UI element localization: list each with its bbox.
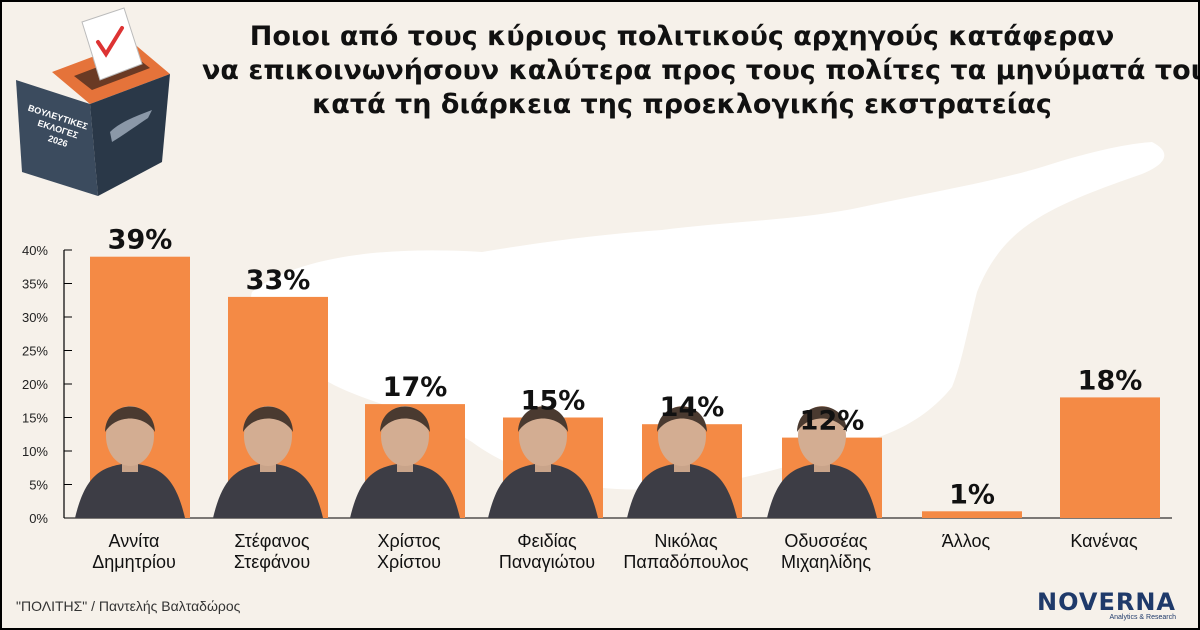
bar (922, 511, 1022, 518)
category-label: Στεφάνου (234, 552, 310, 572)
brand-name: NOVERNA (1037, 588, 1176, 616)
y-tick-label: 30% (22, 310, 48, 325)
y-tick-label: 25% (22, 344, 48, 359)
y-tick-label: 0% (29, 511, 48, 526)
value-label: 15% (521, 386, 586, 417)
category-label: Δημητρίου (92, 552, 176, 572)
value-label: 17% (383, 372, 448, 403)
person-hair (657, 406, 707, 432)
cyprus-map-silhouette (251, 142, 1165, 490)
value-label: 18% (1078, 365, 1143, 396)
category-label: Άλλος (942, 531, 991, 551)
person-face (798, 406, 846, 466)
chart-title: Ποιοι από τους κύριους πολιτικούς αρχηγο… (202, 20, 1200, 122)
y-tick-label: 15% (22, 411, 48, 426)
value-label: 14% (660, 392, 725, 423)
y-tick-label: 20% (22, 377, 48, 392)
person-shoulders (75, 463, 185, 518)
category-label: Κανένας (1070, 531, 1138, 551)
photos-group (75, 406, 877, 518)
category-label: Παπαδόπουλος (623, 552, 749, 572)
person-photo-icon (627, 406, 737, 518)
ballot-box-icon: ΒΟΥΛΕΥΤΙΚΕΣ ΕΚΛΟΓΕΣ 2026 (16, 7, 170, 196)
person-face (658, 406, 706, 466)
person-hair (243, 406, 293, 432)
person-shoulders (350, 463, 460, 518)
bar (1060, 397, 1160, 518)
category-label: Χρίστος (378, 531, 441, 551)
person-photo-icon (213, 406, 323, 518)
person-face (381, 406, 429, 466)
value-label: 39% (108, 225, 173, 256)
person-photo-icon (75, 406, 185, 518)
y-tick-label: 5% (29, 478, 48, 493)
person-hair (797, 406, 847, 432)
person-shoulders (627, 463, 737, 518)
category-label: Χρίστου (377, 552, 441, 572)
category-label: Φειδίας (517, 531, 577, 551)
category-label: Μιχαηλίδης (781, 552, 871, 572)
brand-logo: NOVERNA Analytics & Research (1037, 590, 1176, 621)
source-credit: "ΠΟΛΙΤΗΣ" / Παντελής Βαλταδώρος (16, 598, 241, 614)
y-axis: 0% 5% 10% 15% 20% 25% 30% 35% 40% (22, 243, 1172, 526)
y-tick-label: 40% (22, 243, 48, 258)
y-tick-label: 10% (22, 444, 48, 459)
value-labels-group: 39% 33% 17% 15% 14% 12% 1% 18% (108, 225, 1143, 511)
category-label: Αννίτα (109, 531, 160, 551)
brand-tagline: Analytics & Research (1109, 614, 1176, 621)
person-shoulders (488, 463, 598, 518)
person-face (519, 406, 567, 466)
person-shoulders (767, 463, 877, 518)
title-line: κατά τη διάρκεια της προεκλογικής εκστρα… (312, 89, 1052, 120)
value-label: 1% (949, 479, 995, 510)
title-line: Ποιοι από τους κύριους πολιτικούς αρχηγο… (249, 21, 1115, 52)
category-label: Παναγιώτου (499, 552, 595, 572)
value-label: 12% (800, 406, 865, 437)
person-shoulders (213, 463, 323, 518)
category-label: Οδυσσέας (784, 531, 868, 551)
person-hair (105, 406, 155, 432)
person-hair (380, 406, 430, 432)
person-photo-icon (350, 406, 460, 518)
person-photo-icon (488, 406, 598, 518)
value-label: 33% (246, 265, 311, 296)
person-photo-icon (767, 406, 877, 518)
y-tick-label: 35% (22, 277, 48, 292)
category-label: Νικόλας (654, 531, 718, 551)
category-label: Στέφανος (234, 531, 309, 551)
person-face (244, 406, 292, 466)
person-hair (518, 406, 568, 432)
person-face (106, 406, 154, 466)
title-line: να επικοινωνήσουν καλύτερα προς τους πολ… (202, 55, 1200, 86)
